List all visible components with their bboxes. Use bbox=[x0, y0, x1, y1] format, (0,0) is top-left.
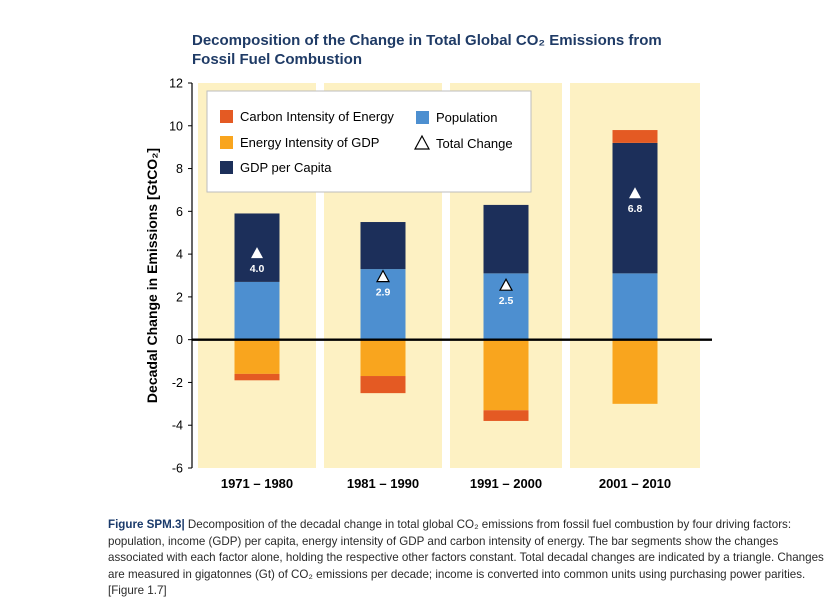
x-axis-labels: 1971 – 1980 1981 – 1990 1991 – 2000 2001 – … bbox=[221, 476, 671, 491]
bar-population-1971-1980 bbox=[234, 281, 280, 340]
y-tick-label-12: 12 bbox=[169, 77, 183, 91]
total-change-marker-2001-2010 bbox=[629, 187, 641, 199]
legend-swatch-carbon-intensity-of-energy bbox=[220, 110, 233, 123]
legend-label-gdp-per-capita: GDP per Capita bbox=[240, 160, 332, 175]
total-change-label-1981-1990: 2.9 bbox=[376, 287, 391, 299]
y-tick-label-4: 4 bbox=[176, 248, 183, 262]
bar-energy-intensity-of-gdp-1971-1980 bbox=[234, 339, 280, 374]
legend-label-total-change: Total Change bbox=[436, 136, 513, 151]
bar-carbon-intensity-of-energy-1991-2000 bbox=[483, 410, 529, 421]
legend-box bbox=[206, 90, 532, 193]
y-axis-label: Decadal Change in Emissions [GtCO₂] bbox=[144, 148, 160, 403]
legend-label-energy-intensity-of-gdp: Energy Intensity of GDP bbox=[240, 135, 379, 150]
bar-energy-intensity-of-gdp-2001-2010 bbox=[612, 339, 658, 404]
y-tick-label--4: -4 bbox=[172, 419, 183, 433]
x-tick-label-1971-1980: 1971 – 1980 bbox=[221, 476, 293, 491]
figure-caption: Figure SPM.3| Decomposition of the decad… bbox=[108, 517, 828, 600]
y-tick-label-2: 2 bbox=[176, 290, 183, 304]
legend-triangle-icon bbox=[413, 134, 431, 150]
legend: Carbon Intensity of Energy Energy Intensi… bbox=[206, 90, 532, 193]
y-tick-label-10: 10 bbox=[169, 119, 183, 133]
bar-energy-intensity-of-gdp-1991-2000 bbox=[483, 339, 529, 411]
total-change-label-1991-2000: 2.5 bbox=[499, 295, 514, 307]
chart-title-line-2: Fossil Fuel Combustion bbox=[192, 51, 362, 68]
bar-population-2001-2010 bbox=[612, 273, 658, 340]
legend-label-population: Population bbox=[436, 110, 497, 125]
y-tick-label-6: 6 bbox=[176, 205, 183, 219]
bar-carbon-intensity-of-energy-1981-1990 bbox=[360, 376, 406, 394]
total-change-marker-1971-1980 bbox=[251, 247, 263, 259]
chart-title-line-1: Decomposition of the Change in Total Glo… bbox=[192, 32, 662, 49]
total-change-marker-1981-1990 bbox=[375, 269, 391, 283]
bar-energy-intensity-of-gdp-1981-1990 bbox=[360, 339, 406, 377]
caption-label: Figure SPM.3| bbox=[108, 518, 185, 531]
x-tick-label-1981-1990: 1981 – 1990 bbox=[347, 476, 419, 491]
bar-gdp-per-capita-2001-2010 bbox=[612, 142, 658, 274]
y-tick-label-0: 0 bbox=[176, 333, 183, 347]
total-change-label-2001-2010: 6.8 bbox=[628, 203, 643, 215]
total-change-marker-1991-2000 bbox=[498, 277, 514, 291]
chart-title: Decomposition of the Change in Total Glo… bbox=[192, 32, 662, 68]
bar-gdp-per-capita-1981-1990 bbox=[360, 222, 406, 270]
legend-swatch-energy-intensity-of-gdp bbox=[220, 136, 233, 149]
legend-swatch-population bbox=[416, 111, 429, 124]
y-tick-label--6: -6 bbox=[172, 462, 183, 476]
bar-gdp-per-capita-1991-2000 bbox=[483, 204, 529, 274]
x-tick-label-2001-2010: 2001 – 2010 bbox=[599, 476, 671, 491]
legend-swatch-gdp-per-capita bbox=[220, 161, 233, 174]
y-axis: -6 -4 -2 0 2 4 6 8 10 12 Decadal Change in Emissio… bbox=[144, 77, 712, 476]
bar-carbon-intensity-of-energy-2001-2010 bbox=[612, 130, 658, 143]
bar-carbon-intensity-of-energy-1971-1980 bbox=[234, 373, 280, 381]
total-change-label-1971-1980: 4.0 bbox=[250, 263, 265, 275]
y-tick-label--2: -2 bbox=[172, 376, 183, 390]
x-tick-label-1991-2000: 1991 – 2000 bbox=[470, 476, 542, 491]
legend-label-carbon-intensity-of-energy: Carbon Intensity of Energy bbox=[240, 109, 394, 124]
caption-text: Decomposition of the decadal change in t… bbox=[108, 518, 824, 597]
y-tick-label-8: 8 bbox=[176, 162, 183, 176]
stacked-bars bbox=[234, 130, 658, 421]
total-change-markers: 4.0 2.9 2.5 6.8 bbox=[250, 187, 643, 307]
